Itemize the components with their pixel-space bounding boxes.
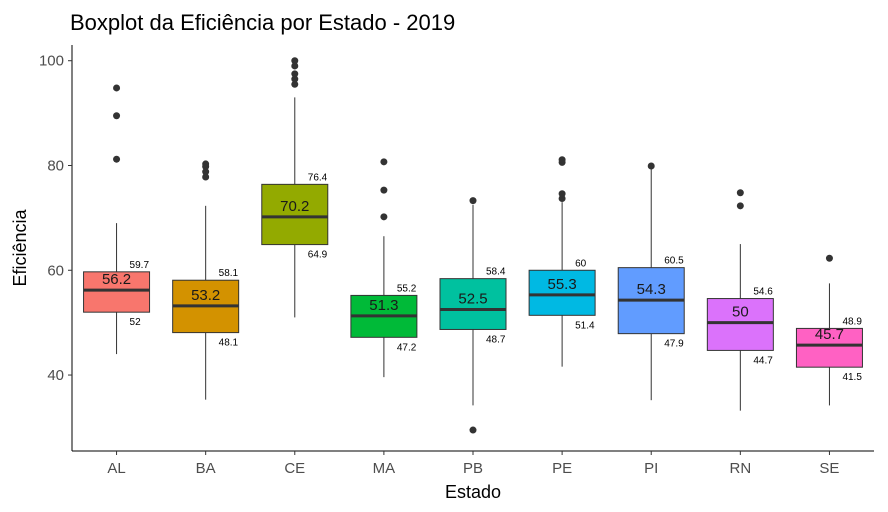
box-group-pb: 52.5 58.4 48.7 bbox=[439, 197, 507, 434]
outlier-point bbox=[291, 75, 299, 83]
q3-value-label: 58.1 bbox=[219, 268, 239, 279]
outlier-point bbox=[202, 173, 210, 181]
q1-value-label: 48.1 bbox=[219, 338, 239, 349]
outlier-point bbox=[736, 189, 744, 197]
outlier-point bbox=[469, 426, 477, 434]
outlier-point bbox=[558, 190, 566, 198]
q3-value-label: 60.5 bbox=[664, 256, 684, 267]
box bbox=[261, 183, 329, 246]
box-group-ba: 53.2 58.1 48.1 bbox=[172, 160, 240, 400]
box bbox=[706, 298, 774, 351]
q1-value-label: 47.2 bbox=[397, 342, 417, 353]
median-value-label: 45.7 bbox=[815, 326, 844, 343]
outlier-point bbox=[202, 168, 210, 176]
outlier-point bbox=[291, 70, 299, 78]
axes: 40 60 80 100 AL BA CE MA PB PE PI RN SE bbox=[39, 53, 839, 477]
q1-value-label: 48.7 bbox=[486, 334, 506, 345]
outlier-point bbox=[380, 213, 388, 221]
q1-value-label: 47.9 bbox=[664, 339, 684, 350]
outlier-point bbox=[736, 202, 744, 210]
box-group-rn: 50 54.6 44.7 bbox=[706, 189, 774, 411]
q1-value-label: 41.5 bbox=[842, 372, 862, 383]
outlier-point bbox=[291, 57, 299, 65]
median-value-label: 70.2 bbox=[280, 198, 309, 215]
x-tick-label: PI bbox=[644, 460, 658, 477]
median-value-label: 55.3 bbox=[548, 276, 577, 293]
q3-value-label: 60 bbox=[575, 258, 587, 269]
outlier-point bbox=[291, 80, 299, 88]
x-tick-label: BA bbox=[196, 460, 216, 477]
box bbox=[439, 278, 507, 330]
box-group-pi: 54.3 60.5 47.9 bbox=[617, 162, 685, 401]
x-tick-label: MA bbox=[373, 460, 396, 477]
median-value-label: 51.3 bbox=[369, 297, 398, 314]
plot-area: 56.259.7 52 53.2 58.1 48.1 70.2 76.4 64.9 51.3 55… bbox=[83, 57, 863, 434]
box-group-al: 56.259.7 52 bbox=[83, 84, 151, 355]
y-tick-label: 60 bbox=[47, 262, 64, 279]
q3-value-label: 59.7 bbox=[130, 260, 150, 271]
x-tick-label: AL bbox=[107, 460, 125, 477]
outlier-point bbox=[113, 155, 121, 163]
y-tick-label: 100 bbox=[39, 53, 64, 70]
outlier-point bbox=[825, 254, 833, 262]
q3-value-label: 55.2 bbox=[397, 283, 417, 294]
x-axis-title: Estado bbox=[445, 482, 501, 502]
x-tick-label: CE bbox=[284, 460, 305, 477]
box bbox=[795, 327, 863, 368]
box bbox=[528, 269, 596, 316]
box-group-pe: 55.3 60 51.4 bbox=[528, 156, 596, 367]
outlier-point bbox=[380, 158, 388, 166]
x-tick-label: PE bbox=[552, 460, 572, 477]
q1-value-label: 64.9 bbox=[308, 250, 328, 261]
y-tick-label: 80 bbox=[47, 157, 64, 174]
box-group-ma: 51.3 55.2 47.2 bbox=[350, 158, 418, 378]
x-tick-label: PB bbox=[463, 460, 483, 477]
q3-value-label: 54.6 bbox=[753, 287, 773, 298]
outlier-point bbox=[469, 197, 477, 205]
outlier-point bbox=[202, 160, 210, 168]
x-tick-label: SE bbox=[819, 460, 839, 477]
median-value-label: 54.3 bbox=[637, 281, 666, 298]
q1-value-label: 51.4 bbox=[575, 320, 595, 331]
median-value-label: 53.2 bbox=[191, 287, 220, 304]
outlier-point bbox=[113, 84, 121, 92]
chart-title: Boxplot da Eficiência por Estado - 2019 bbox=[70, 10, 455, 35]
outlier-point bbox=[380, 186, 388, 194]
q3-value-label: 76.4 bbox=[308, 172, 328, 183]
median-value-label: 50 bbox=[732, 304, 749, 321]
y-tick-label: 40 bbox=[47, 367, 64, 384]
box-group-se: 45.748.9 41.5 bbox=[795, 254, 863, 406]
median-value-label: 52.5 bbox=[458, 291, 487, 308]
y-axis-title: Eficiência bbox=[10, 208, 30, 286]
median-value-label: 56.2 bbox=[102, 271, 131, 288]
box-group-ce: 70.2 76.4 64.9 bbox=[261, 57, 329, 318]
x-tick-label: RN bbox=[729, 460, 751, 477]
box bbox=[83, 271, 151, 313]
outlier-point bbox=[558, 156, 566, 164]
q3-value-label: 48.9 bbox=[842, 316, 862, 327]
outlier-point bbox=[113, 112, 121, 120]
q1-value-label: 52 bbox=[130, 317, 142, 328]
outlier-point bbox=[291, 62, 299, 70]
q1-value-label: 44.7 bbox=[753, 355, 773, 366]
q3-value-label: 58.4 bbox=[486, 267, 506, 278]
outlier-point bbox=[647, 162, 655, 170]
